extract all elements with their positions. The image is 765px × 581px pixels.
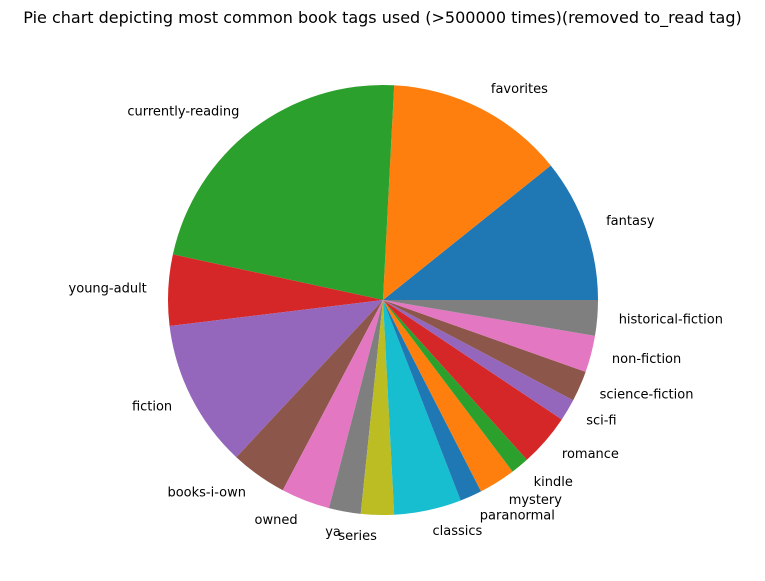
pie-label-sci-fi: sci-fi [586,414,616,429]
pie-slice-young-adult [168,254,383,327]
pie-slice-sci-fi [383,300,574,420]
pie-label-currently-reading: currently-reading [127,105,239,120]
pie-slice-romance [383,300,562,460]
pie-label-science-fiction: science-fiction [600,387,694,402]
pie-slice-mystery [383,300,513,492]
pie-label-books-i-own: books-i-own [167,485,246,500]
pie-label-kindle: kindle [534,475,573,490]
pie-slice-currently-reading [172,84,395,300]
pie-slice-series [360,300,395,516]
pie-label-ya: ya [325,525,341,540]
pie-slices [168,84,598,516]
pie-slice-owned [282,300,383,509]
pie-slice-paranormal [383,300,482,501]
pie-label-paranormal: paranormal [480,508,555,523]
pie-label-fantasy: fantasy [606,214,655,229]
pie-slice-ya [328,300,383,514]
pie-slice-classics [383,300,461,515]
pie-label-owned: owned [255,513,298,528]
pie-label-romance: romance [562,447,619,462]
pie-slice-books-i-own [236,300,383,491]
pie-slice-science-fiction [383,300,586,401]
pie-slice-kindle [383,300,527,472]
pie-slice-fiction [169,300,383,458]
pie-labels: fantasy favorites currently-reading young-a… [69,82,723,544]
pie-label-series: series [338,529,377,544]
pie-slice-non-fiction [383,300,595,372]
pie-label-young-adult: young-adult [69,282,147,297]
pie-label-fiction: fiction [132,400,172,415]
pie-label-mystery: mystery [509,493,563,508]
pie-slice-favorites [383,85,551,300]
pie-slice-historical-fiction [383,300,598,336]
pie-label-classics: classics [433,524,483,539]
pie-slice-fantasy [383,165,598,300]
pie-label-non-fiction: non-fiction [612,352,681,367]
chart-title: Pie chart depicting most common book tag… [23,8,742,27]
pie-label-historical-fiction: historical-fiction [619,312,723,327]
pie-label-favorites: favorites [491,82,548,97]
